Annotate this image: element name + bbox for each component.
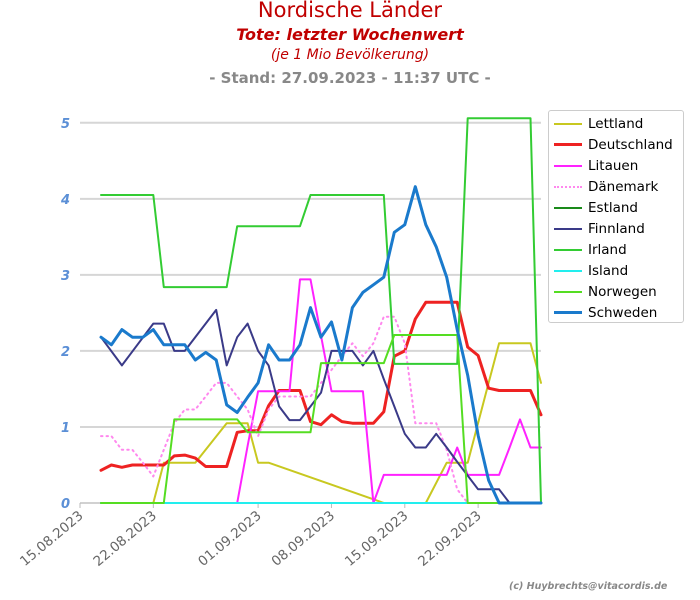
- series-line-finnland: [100, 308, 542, 504]
- legend-swatch: [554, 269, 582, 272]
- legend: Lettland Deutschland Litauen Dänemark Estlan…: [548, 110, 684, 323]
- y-tick-label: 2: [61, 345, 70, 360]
- legend-item: Lettland: [549, 113, 683, 134]
- legend-label: Norwegen: [588, 283, 657, 300]
- legend-label: Deutschland: [588, 136, 673, 153]
- x-tick-label: 08.09.2023: [269, 508, 338, 570]
- legend-label: Lettland: [588, 115, 644, 132]
- series-line-schweden: [99, 185, 543, 505]
- legend-label: Irland: [588, 241, 627, 258]
- series-line-irland: [100, 117, 542, 504]
- y-tick-label: 1: [61, 421, 70, 436]
- legend-label: Island: [588, 262, 629, 279]
- legend-label: Dänemark: [588, 178, 659, 195]
- legend-item: Dänemark: [549, 176, 683, 197]
- legend-swatch: [554, 311, 582, 314]
- legend-label: Schweden: [588, 304, 658, 321]
- legend-item: Irland: [549, 239, 683, 260]
- legend-item: Norwegen: [549, 281, 683, 302]
- series-line-deutschland: [99, 300, 543, 472]
- credit-text: (c) Huybrechts@vitacordis.de: [509, 581, 668, 592]
- x-tick-label: 22.08.2023: [90, 508, 159, 570]
- y-tick-label: 4: [60, 193, 70, 208]
- y-tick-label: 5: [61, 117, 70, 132]
- chart-stand: - Stand: 27.09.2023 - 11:37 UTC -: [209, 69, 491, 87]
- legend-swatch: [554, 185, 582, 188]
- legend-label: Litauen: [588, 157, 639, 174]
- x-tick-label: 01.09.2023: [195, 508, 264, 570]
- series-line-litauen: [152, 278, 542, 504]
- chart-note: (je 1 Mio Bevölkerung): [270, 47, 430, 63]
- series-lines: [99, 117, 543, 505]
- chart-title: Nordische Länder: [257, 0, 443, 22]
- legend-item: Island: [549, 260, 683, 281]
- legend-swatch: [554, 164, 582, 167]
- legend-label: Estland: [588, 199, 639, 216]
- series-line-norwegen: [100, 334, 542, 504]
- legend-label: Finnland: [588, 220, 645, 237]
- series-line-dänemark: [100, 315, 480, 504]
- legend-item: Schweden: [549, 302, 683, 323]
- legend-swatch: [554, 122, 582, 125]
- axes: 0 1 2 3 4 5 15.08.2023 22.08.2023 01.09.2023 08.0…: [17, 117, 541, 570]
- chart-subtitle: Tote: letzter Wochenwert: [236, 25, 464, 44]
- legend-swatch: [554, 290, 582, 293]
- legend-item: Finnland: [549, 218, 683, 239]
- y-tick-label: 3: [61, 269, 70, 284]
- legend-swatch: [554, 206, 582, 209]
- legend-item: Deutschland: [549, 134, 683, 155]
- y-tick-label: 0: [61, 497, 70, 512]
- legend-swatch: [554, 143, 582, 146]
- legend-swatch: [554, 248, 582, 251]
- x-tick-label: 15.09.2023: [342, 508, 411, 570]
- x-tick-label: 22.09.2023: [415, 508, 484, 570]
- legend-item: Litauen: [549, 155, 683, 176]
- x-tick-label: 15.08.2023: [17, 508, 86, 570]
- legend-item: Estland: [549, 197, 683, 218]
- legend-swatch: [554, 227, 582, 230]
